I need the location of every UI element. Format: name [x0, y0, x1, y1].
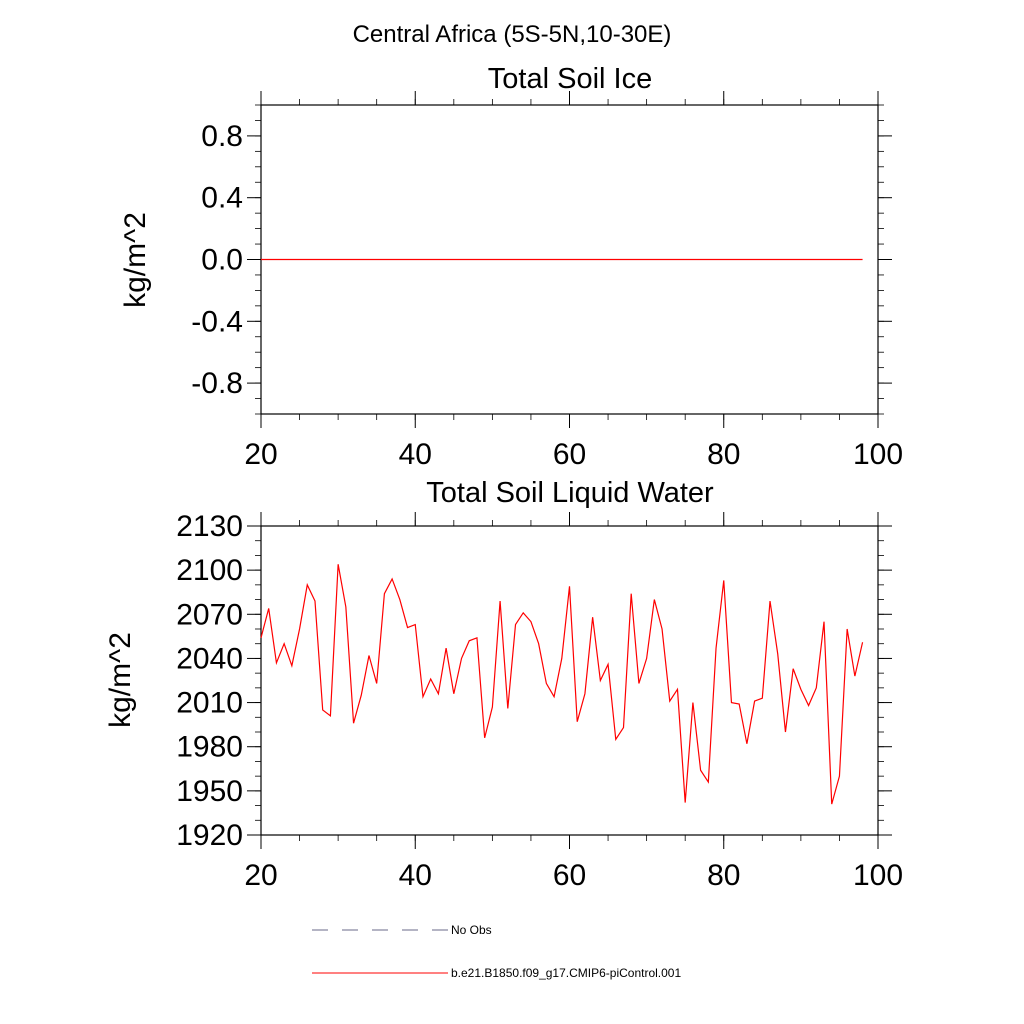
- x-tick-label: 100: [853, 438, 903, 471]
- y-tick-label: 1950: [176, 775, 243, 808]
- y-tick-label: -0.8: [191, 367, 243, 400]
- x-tick-label: 80: [707, 859, 740, 892]
- x-tick-label: 40: [399, 438, 432, 471]
- chart-soil-ice: Total Soil Ice kg/m^2 -0.8 -0.4 0.0 0.4 0.8 2…: [119, 63, 903, 471]
- plot-frame: [260, 525, 879, 836]
- y-tick-label: 2130: [176, 510, 243, 543]
- page-title: Central Africa (5S-5N,10-30E): [353, 21, 672, 48]
- y-tick-label: 2100: [176, 554, 243, 587]
- legend: No Obs b.e21.B1850.f09_g17.CMIP6-piContr…: [312, 923, 681, 980]
- x-tick-label: 80: [707, 438, 740, 471]
- x-tick-label: 60: [553, 438, 586, 471]
- legend-label-model: b.e21.B1850.f09_g17.CMIP6-piControl.001: [451, 966, 681, 980]
- x-tick-label: 100: [853, 859, 903, 892]
- y-tick-label: -0.4: [191, 305, 243, 338]
- series-line: [260, 564, 864, 805]
- y-axis-label: kg/m^2: [119, 212, 152, 308]
- legend-label-no-obs: No Obs: [451, 923, 492, 937]
- y-tick-label: 0.8: [201, 120, 243, 153]
- y-axis-label: kg/m^2: [104, 632, 137, 728]
- y-tick-label: 1920: [176, 819, 243, 852]
- chart-title: Total Soil Liquid Water: [426, 477, 714, 509]
- x-tick-label: 40: [399, 859, 432, 892]
- y-tick-label: 2040: [176, 642, 243, 675]
- x-tick-label: 20: [244, 859, 277, 892]
- y-tick-label: 2070: [176, 598, 243, 631]
- y-tick-label: 2010: [176, 687, 243, 720]
- y-tick-label: 0.0: [201, 244, 243, 277]
- x-tick-label: 60: [553, 859, 586, 892]
- chart-title: Total Soil Ice: [488, 63, 652, 95]
- chart-soil-liquid-water: Total Soil Liquid Water kg/m^2 1920 1950 1…: [104, 477, 903, 892]
- y-tick-label: 1980: [176, 731, 243, 764]
- x-tick-label: 20: [244, 438, 277, 471]
- y-tick-label: 0.4: [201, 182, 243, 215]
